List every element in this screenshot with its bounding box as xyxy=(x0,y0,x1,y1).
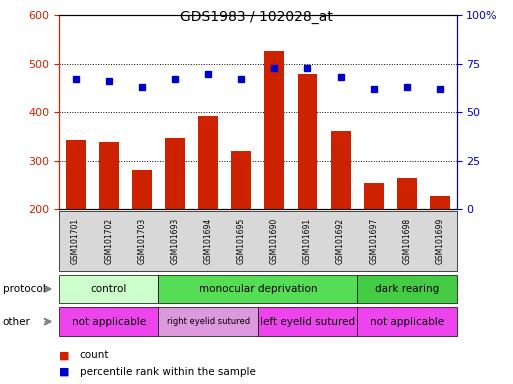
Bar xyxy=(397,178,417,306)
Bar xyxy=(264,51,284,306)
Text: control: control xyxy=(90,284,127,294)
Bar xyxy=(430,196,450,306)
Text: GSM101692: GSM101692 xyxy=(336,218,345,264)
Text: ■: ■ xyxy=(59,350,69,360)
Bar xyxy=(98,142,119,306)
Text: not applicable: not applicable xyxy=(72,316,146,327)
Text: GSM101691: GSM101691 xyxy=(303,218,312,264)
Text: GSM101703: GSM101703 xyxy=(137,218,146,264)
Text: monocular deprivation: monocular deprivation xyxy=(199,284,317,294)
Bar xyxy=(132,170,152,306)
Text: dark rearing: dark rearing xyxy=(375,284,439,294)
Text: GSM101699: GSM101699 xyxy=(436,218,444,264)
Text: count: count xyxy=(80,350,109,360)
Bar xyxy=(231,151,251,306)
Text: right eyelid sutured: right eyelid sutured xyxy=(167,317,250,326)
Text: GSM101702: GSM101702 xyxy=(104,218,113,264)
Text: percentile rank within the sample: percentile rank within the sample xyxy=(80,367,255,377)
Bar xyxy=(298,74,318,306)
Text: GSM101693: GSM101693 xyxy=(170,218,180,264)
Bar xyxy=(331,131,350,306)
Text: GSM101695: GSM101695 xyxy=(236,218,246,264)
Text: GSM101701: GSM101701 xyxy=(71,218,80,264)
Text: GSM101697: GSM101697 xyxy=(369,218,378,264)
Text: GSM101694: GSM101694 xyxy=(204,218,212,264)
Bar xyxy=(165,137,185,306)
Text: GSM101690: GSM101690 xyxy=(270,218,279,264)
Text: GDS1983 / 102028_at: GDS1983 / 102028_at xyxy=(180,10,333,23)
Text: not applicable: not applicable xyxy=(370,316,444,327)
Text: protocol: protocol xyxy=(3,284,45,294)
Text: ■: ■ xyxy=(59,367,69,377)
Text: GSM101698: GSM101698 xyxy=(402,218,411,264)
Bar xyxy=(66,141,86,306)
Text: other: other xyxy=(3,316,30,327)
Text: left eyelid sutured: left eyelid sutured xyxy=(260,316,355,327)
Bar xyxy=(364,183,384,306)
Bar xyxy=(198,116,218,306)
